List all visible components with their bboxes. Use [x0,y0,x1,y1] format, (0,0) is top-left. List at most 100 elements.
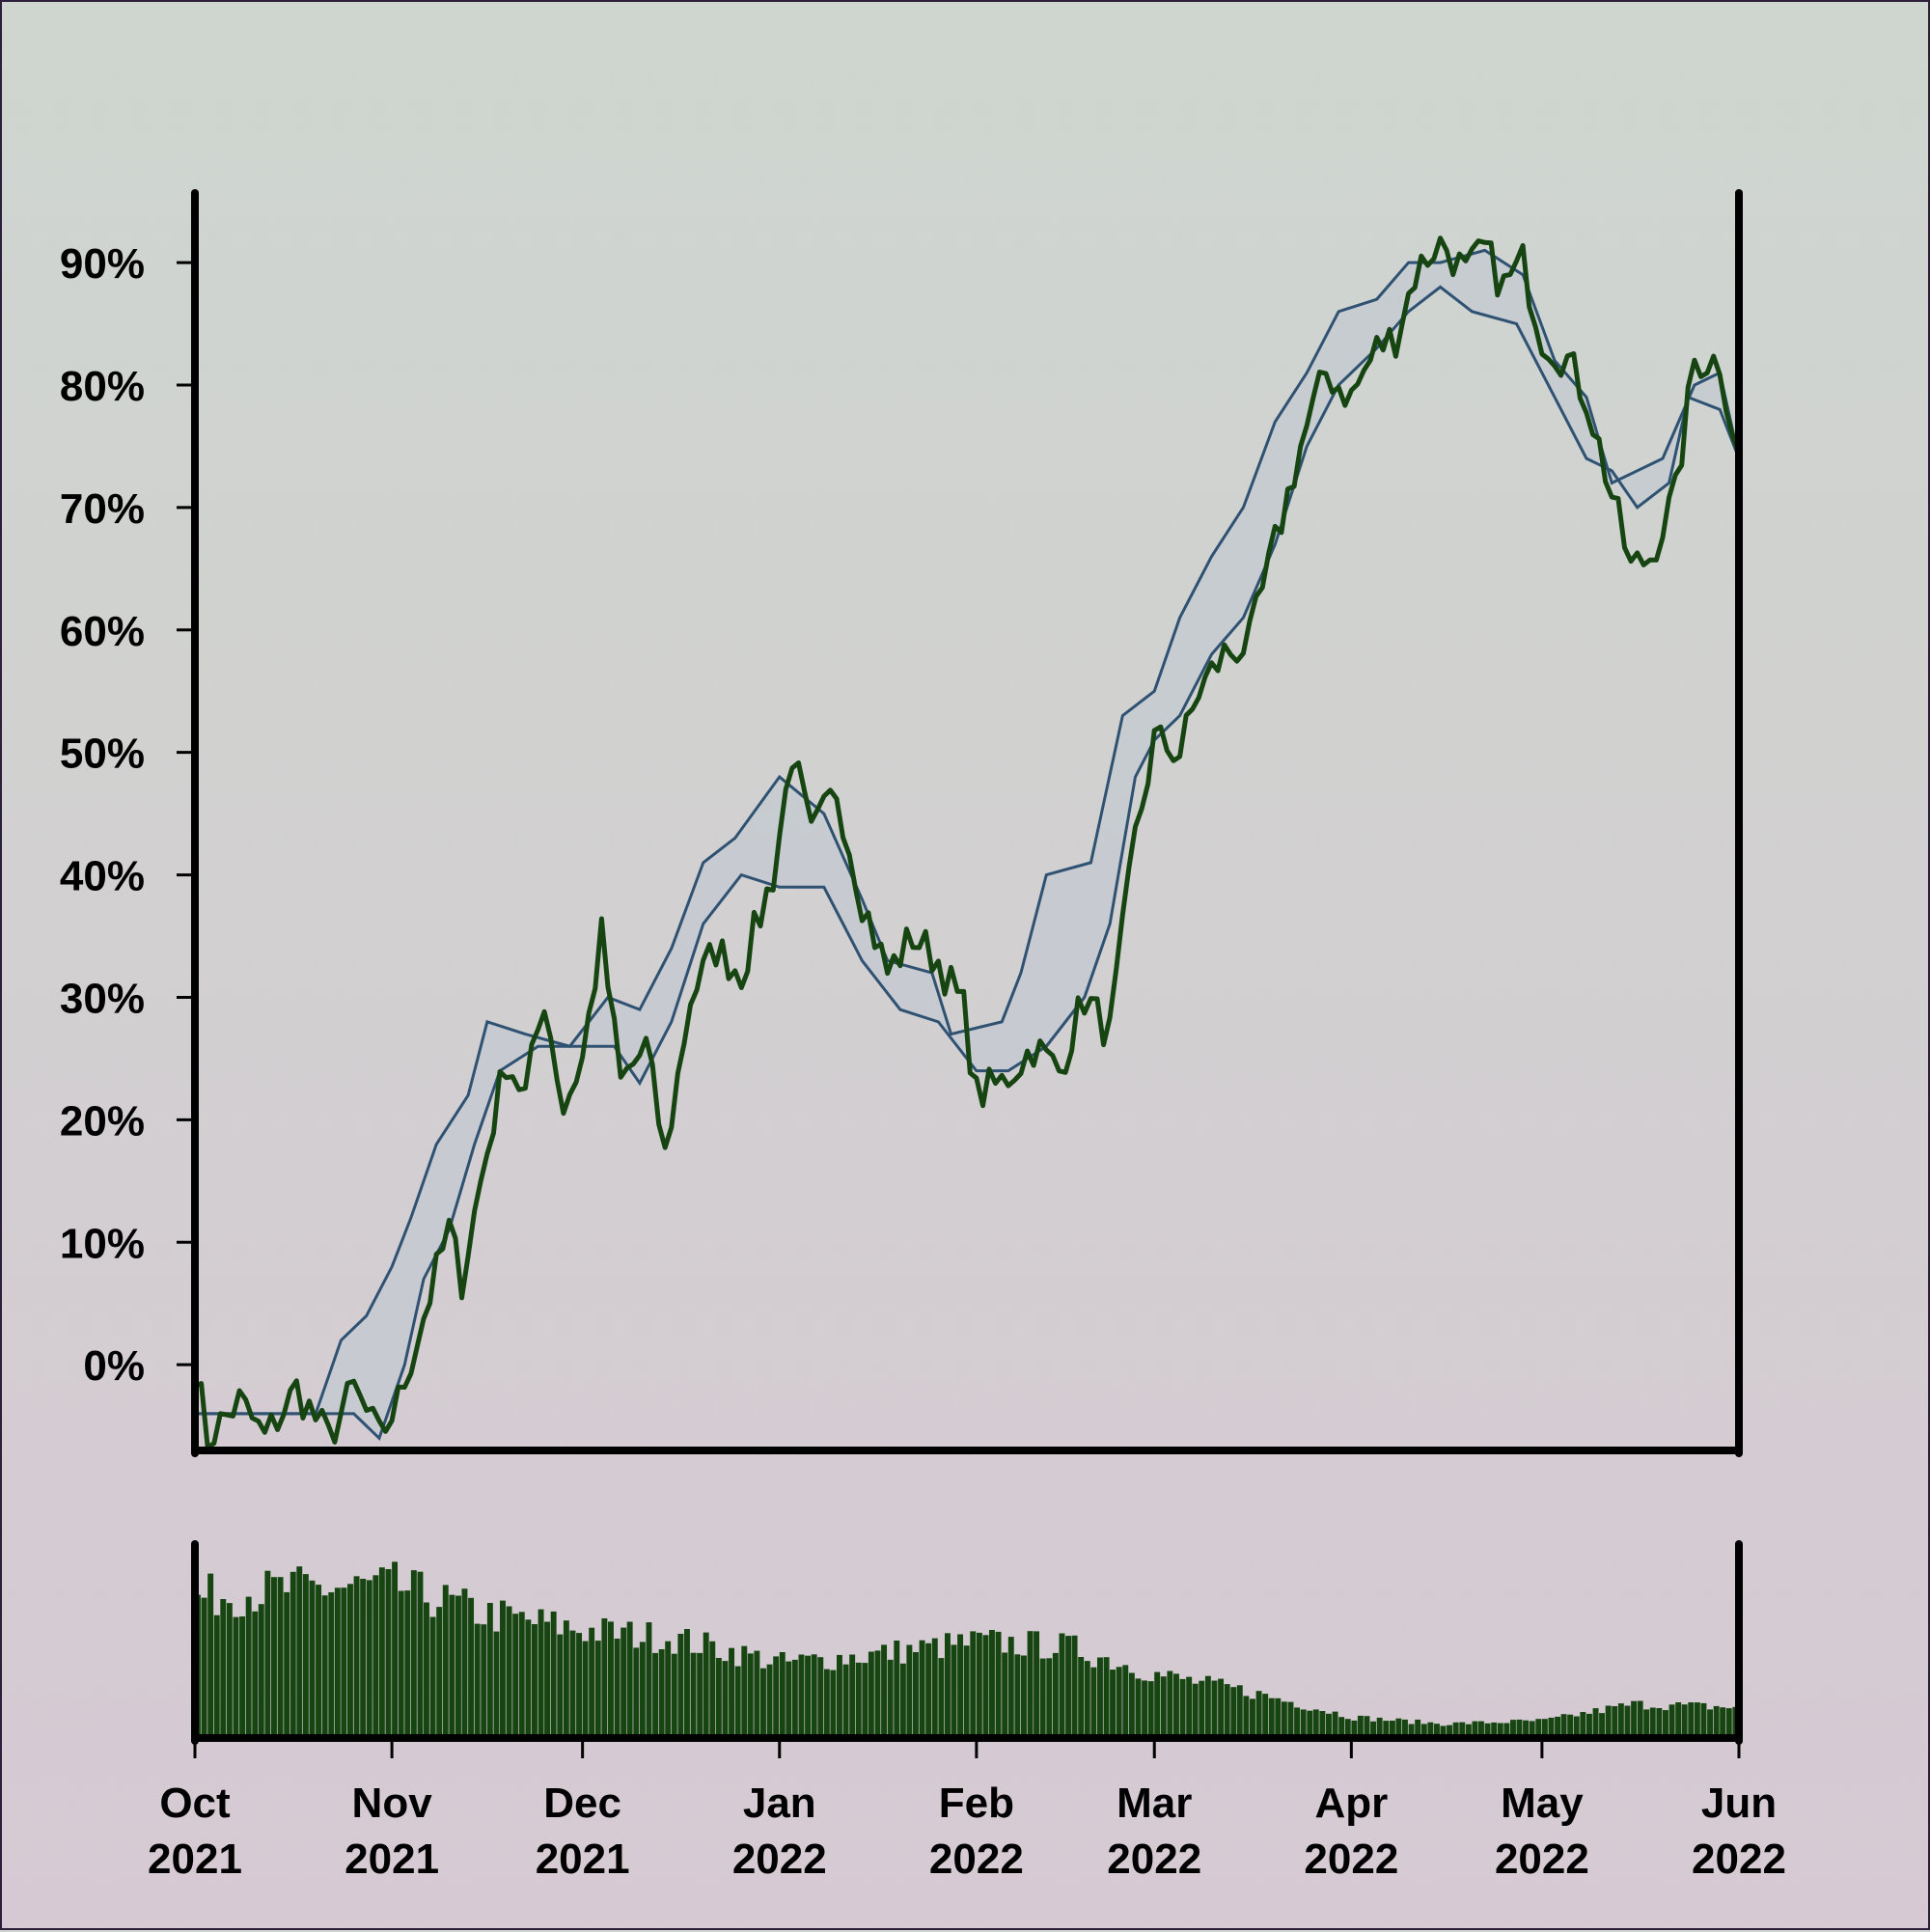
band-fill [195,250,1739,1439]
volume-bar [582,1641,589,1737]
volume-bar [798,1654,805,1737]
x-tick-label-month: Dec [543,1780,621,1827]
volume-bar [1294,1707,1301,1737]
x-tick-label-month: Oct [159,1780,231,1827]
volume-bar [1681,1704,1688,1737]
volume-bar [677,1634,684,1737]
volume-bar [608,1621,614,1737]
volume-bar [1580,1712,1586,1737]
volume-bar [1268,1697,1275,1737]
volume-bar [1612,1706,1618,1737]
volume-bar [601,1618,608,1737]
volume-bar [805,1655,812,1737]
volume-bar [665,1641,672,1737]
volume-bar [995,1631,1002,1737]
volume-bar [1224,1684,1230,1737]
volume-bar [1211,1680,1218,1737]
volume-bar [1167,1670,1173,1737]
volume-bar [614,1639,620,1737]
volume-bar [372,1575,379,1737]
volume-bar [589,1627,595,1737]
x-tick-label-month: Mar [1117,1780,1192,1827]
y-tick-labels: 0% 10% 20% 30% 40% 50% 60% 70% 80% 90% [60,240,145,1390]
volume-bar [703,1632,709,1737]
volume-bar [316,1585,322,1737]
volume-bar [353,1576,360,1737]
volume-bar [461,1588,468,1737]
volume-bar [773,1656,780,1737]
volume-bar [213,1615,220,1737]
volume-bar [1427,1722,1434,1737]
volume-bar [709,1641,716,1737]
volume-bar [754,1650,760,1737]
volume-bar [1312,1709,1319,1737]
volume-bar [1560,1714,1567,1737]
volume-bar [594,1641,601,1737]
volume-bar [1478,1721,1484,1737]
volume-bar [951,1644,957,1737]
volume-bar [1090,1667,1097,1737]
x-tick-label-year: 2022 [1692,1835,1786,1883]
volume-bar [1236,1685,1243,1737]
volume-bar [1250,1698,1255,1737]
volume-bar [1725,1708,1732,1737]
volume-bar [766,1664,773,1737]
band-layer [195,248,1741,1442]
volume-bar [302,1574,309,1737]
volume-bar [734,1666,741,1737]
volume-bar [1014,1654,1021,1737]
volume-bar [1592,1708,1599,1737]
price-line [194,235,1742,1450]
volume-bar [1084,1661,1090,1737]
volume-bar [525,1619,532,1737]
volume-bar [855,1662,862,1737]
volume-bar [881,1644,888,1737]
volume-bar [1135,1678,1142,1737]
volume-bar [811,1654,817,1737]
volume-bar [1110,1670,1117,1737]
volume-bar [849,1654,856,1737]
volume-bar [392,1561,399,1737]
volume-bar [899,1663,906,1737]
volume-bar [1027,1631,1034,1737]
volume-bar [258,1604,264,1737]
volume-bar [1510,1720,1516,1737]
y-tick-label: 30% [60,975,145,1022]
x-tick-label-year: 2022 [1304,1835,1398,1883]
volume-bar [1332,1711,1338,1737]
volume-bar [1255,1691,1262,1737]
volume-bar [538,1609,544,1737]
volume-bar [1548,1717,1555,1737]
volume-bar [1173,1673,1179,1737]
volume-bar [1046,1658,1053,1737]
y-tick-label: 20% [60,1097,145,1145]
volume-bar [1440,1725,1447,1737]
volume-bar [684,1629,690,1737]
volume-bar [976,1632,982,1737]
volume-bar [887,1659,894,1737]
volume-bar [690,1652,697,1737]
y-tick-label: 40% [60,853,145,900]
volume-bar [729,1647,735,1737]
volume-bar [1631,1700,1638,1737]
volume-bar [226,1603,233,1737]
volume-bar [1484,1723,1491,1737]
volume-bar [1052,1652,1059,1737]
volume-bar [791,1659,798,1737]
volume-bar [842,1664,849,1737]
volume-bar [1535,1719,1542,1737]
volume-bar [429,1616,436,1737]
volume-bar [982,1635,989,1737]
volume-bar [1262,1694,1269,1737]
volume-bar [957,1634,964,1737]
band-upper-line [195,248,1741,1416]
volume-bar [1516,1719,1523,1737]
axis-layer [177,189,1743,1758]
volume-bar [894,1641,900,1737]
volume-bar [512,1614,519,1737]
x-tick-label-year: 2021 [536,1835,630,1883]
volume-bar [442,1585,449,1737]
volume-bar [1071,1635,1078,1737]
volume-bar [1395,1718,1402,1737]
